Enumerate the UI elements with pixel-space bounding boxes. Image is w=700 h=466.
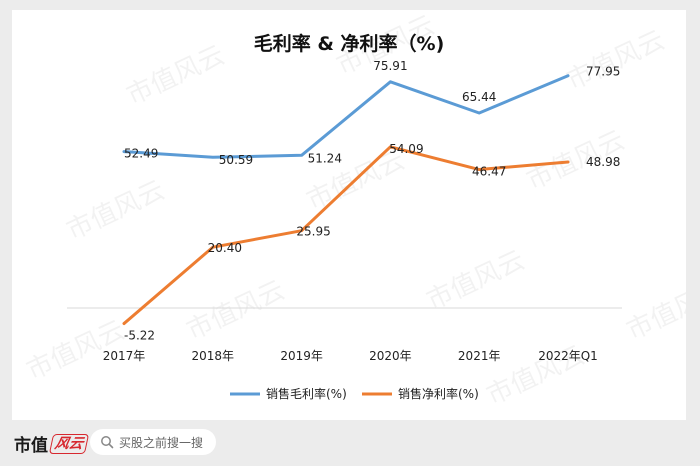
- data-label-s2-1: -5.22: [124, 329, 155, 343]
- data-label-layer: 52.49 50.59 51.24 75.91 65.44 77.95 -5.22 20.40…: [124, 59, 620, 343]
- data-label-s2-5: 46.47: [472, 165, 506, 179]
- brand-mark: 风云: [48, 433, 90, 454]
- data-label-s1-3: 51.24: [308, 151, 342, 165]
- legend: 销售毛利率(%) 销售净利率(%): [230, 386, 479, 401]
- watermark-text: 市值风云: [62, 175, 169, 246]
- x-tick-label-4: 2020年: [369, 349, 412, 363]
- chart-card: 市值风云 市值风云 市值风云 市值风云 市值风云 市值风云 市值风云 市值风云 市值风云 市值风云…: [12, 10, 686, 420]
- data-label-s1-6: 77.95: [586, 65, 620, 79]
- watermark-text: 市值风云: [182, 275, 289, 346]
- data-label-s2-2: 20.40: [208, 241, 242, 255]
- data-label-s2-4: 54.09: [389, 142, 423, 156]
- watermark-text: 市值风云: [622, 275, 686, 346]
- footer-bar: 市值 风云 买股之前搜一搜: [0, 420, 700, 466]
- legend-label-2: 销售净利率(%): [398, 386, 479, 401]
- x-tick-label-6: 2022年Q1: [538, 349, 598, 363]
- x-tick-label-2: 2018年: [192, 349, 235, 363]
- data-label-s2-6: 48.98: [586, 155, 620, 169]
- watermark-text: 市值风云: [422, 245, 529, 316]
- data-label-s2-3: 25.95: [296, 225, 330, 239]
- search-input[interactable]: 买股之前搜一搜: [90, 429, 216, 455]
- brand-text: 市值: [14, 436, 48, 456]
- series-line-1: [122, 74, 570, 159]
- x-tick-label-5: 2021年: [458, 349, 501, 363]
- search-placeholder: 买股之前搜一搜: [119, 435, 204, 450]
- data-label-s1-4: 75.91: [373, 59, 407, 73]
- x-tick-label-1: 2017年: [103, 349, 146, 363]
- chart-title: 毛利率 & 净利率（%): [254, 32, 445, 55]
- x-tick-layer: 2017年 2018年 2019年 2020年 2021年 2022年Q1: [103, 349, 598, 363]
- data-label-s1-1: 52.49: [124, 147, 158, 161]
- x-tick-label-3: 2019年: [280, 349, 323, 363]
- series-layer: [122, 74, 570, 326]
- legend-label-1: 销售毛利率(%): [266, 386, 347, 401]
- data-label-s1-5: 65.44: [462, 90, 496, 104]
- watermark-text: 市值风云: [122, 40, 229, 111]
- data-label-s1-2: 50.59: [219, 153, 253, 167]
- brand-logo: 市值 风云: [14, 431, 90, 456]
- series-line-2: [122, 145, 570, 326]
- watermark-text: 市值风云: [562, 25, 669, 96]
- search-icon: [101, 436, 114, 449]
